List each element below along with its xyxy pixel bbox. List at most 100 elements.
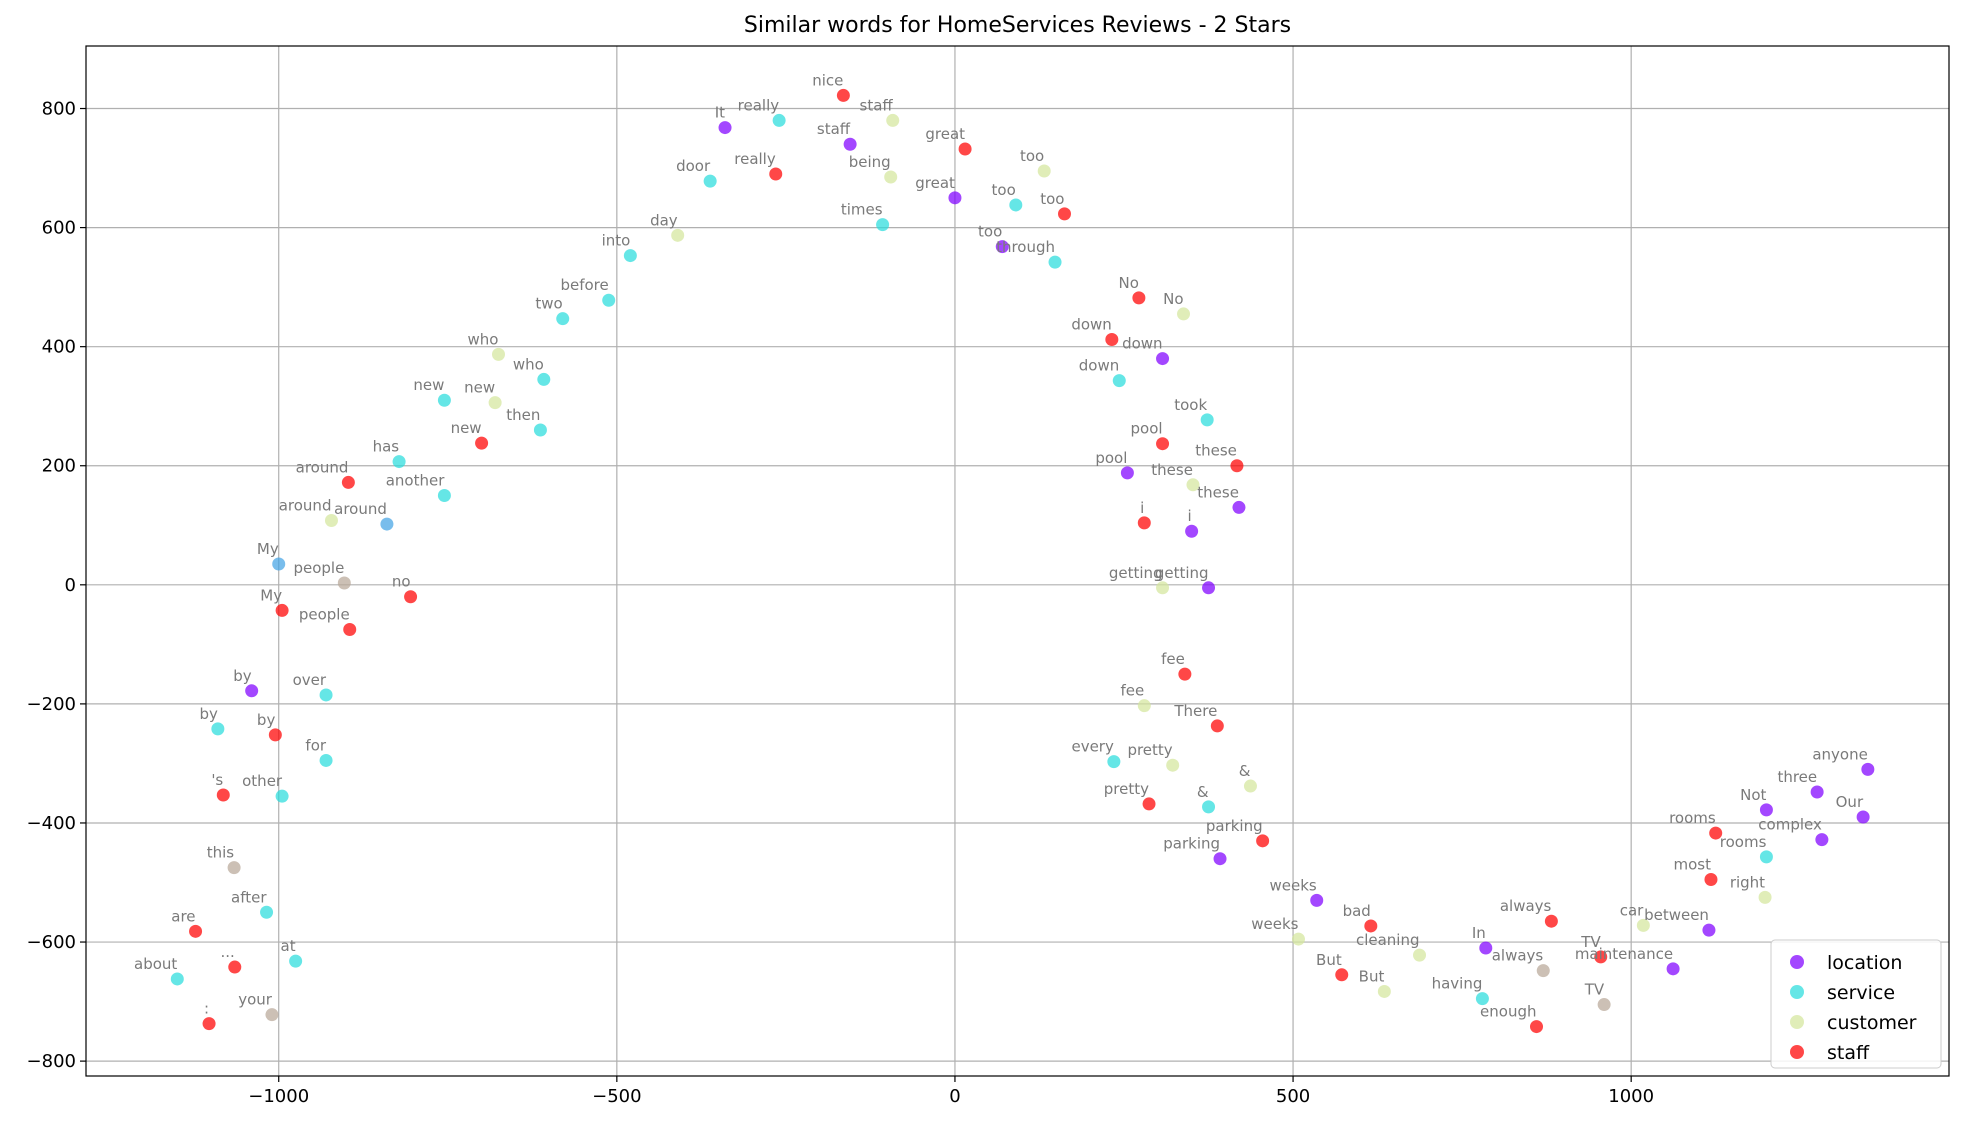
service-point bbox=[170, 972, 184, 986]
staff-point-label: : bbox=[204, 1000, 209, 1018]
customer-point bbox=[1291, 932, 1305, 946]
service-point-label: door bbox=[676, 157, 711, 175]
location-point-label: complex bbox=[1758, 816, 1822, 834]
staff-point bbox=[1156, 437, 1170, 451]
overlap-point bbox=[227, 861, 241, 875]
service-point-label: over bbox=[293, 671, 327, 689]
service-point-label: into bbox=[602, 232, 631, 250]
location-point-label: maintenance bbox=[1575, 945, 1673, 963]
customer-point bbox=[1758, 890, 1772, 904]
customer-point bbox=[1243, 779, 1257, 793]
location-point-label: In bbox=[1472, 924, 1486, 942]
legend: location service customer staff bbox=[1770, 939, 1942, 1069]
location-point-label: anyone bbox=[1812, 745, 1868, 763]
service-point-label: before bbox=[560, 276, 608, 294]
location-point-label: getting bbox=[1155, 564, 1209, 582]
location-point bbox=[1120, 466, 1134, 480]
staff-point bbox=[1530, 1020, 1544, 1034]
overlap-point-label: this bbox=[207, 844, 235, 862]
location-point bbox=[1156, 352, 1170, 366]
staff-point-label: down bbox=[1071, 316, 1111, 334]
y-tick-label: 800 bbox=[42, 99, 76, 120]
overlap-point-label: around bbox=[334, 500, 387, 518]
customer-point bbox=[1177, 307, 1191, 321]
y-tick-label: −600 bbox=[27, 932, 76, 953]
location-point-label: weeks bbox=[1269, 876, 1316, 894]
location-point-label: great bbox=[915, 174, 955, 192]
location-point bbox=[718, 121, 732, 135]
x-tick-label: −500 bbox=[592, 1086, 641, 1107]
location-point bbox=[1815, 833, 1829, 847]
location-point-label: Our bbox=[1836, 793, 1864, 811]
data-points bbox=[170, 88, 1875, 1034]
staff-point-label: are bbox=[171, 907, 195, 925]
legend-marker-staff bbox=[1790, 1045, 1804, 1059]
location-point-label: three bbox=[1777, 768, 1817, 786]
staff-point-label: always bbox=[1500, 897, 1552, 915]
staff-point bbox=[404, 590, 418, 604]
location-point-label: by bbox=[233, 667, 252, 685]
overlap-point bbox=[380, 517, 394, 531]
service-point-label: at bbox=[281, 937, 296, 955]
service-point bbox=[392, 455, 406, 469]
staff-point bbox=[1704, 873, 1718, 887]
service-point bbox=[876, 218, 890, 232]
customer-point bbox=[1137, 699, 1151, 713]
staff-point bbox=[1709, 826, 1723, 840]
y-tick-label: 600 bbox=[42, 218, 76, 239]
staff-point bbox=[1544, 914, 1558, 928]
legend-label-staff: staff bbox=[1827, 1042, 1870, 1064]
staff-point-label: i bbox=[1140, 499, 1144, 517]
staff-point-label: fee bbox=[1161, 650, 1185, 668]
location-point bbox=[1666, 962, 1680, 976]
customer-point bbox=[1377, 984, 1391, 998]
location-point bbox=[1759, 803, 1773, 817]
staff-point bbox=[836, 88, 850, 102]
location-point-label: parking bbox=[1163, 835, 1220, 853]
staff-point bbox=[343, 622, 357, 636]
service-point-label: new bbox=[413, 376, 444, 394]
overlap-point bbox=[1536, 964, 1550, 978]
service-point bbox=[1475, 992, 1489, 1006]
overlap-point bbox=[1597, 998, 1611, 1012]
y-tick-label: −800 bbox=[27, 1051, 76, 1072]
location-point bbox=[1702, 923, 1716, 937]
customer-point bbox=[491, 347, 505, 361]
customer-point bbox=[324, 514, 338, 528]
customer-point-label: around bbox=[279, 497, 332, 515]
service-point bbox=[289, 954, 303, 968]
plot-frame bbox=[85, 45, 1950, 1077]
location-point bbox=[843, 137, 857, 151]
staff-point bbox=[1230, 459, 1244, 473]
customer-point-label: pretty bbox=[1127, 741, 1172, 759]
overlap-point-label: your bbox=[238, 991, 273, 1009]
service-point bbox=[602, 293, 616, 307]
staff-point bbox=[228, 960, 242, 974]
location-point-label: down bbox=[1122, 335, 1162, 353]
service-point-label: through bbox=[996, 238, 1055, 256]
service-point-label: about bbox=[134, 955, 177, 973]
service-point bbox=[319, 753, 333, 767]
staff-point bbox=[1132, 291, 1146, 305]
service-point bbox=[260, 905, 274, 919]
service-point-label: took bbox=[1174, 396, 1207, 414]
service-point bbox=[1200, 413, 1214, 427]
location-point-label: too bbox=[978, 223, 1002, 241]
staff-point-label: by bbox=[257, 711, 276, 729]
staff-point-label: great bbox=[925, 125, 965, 143]
location-point bbox=[1856, 810, 1870, 824]
service-point bbox=[437, 489, 451, 503]
x-tick-label: 500 bbox=[1276, 1086, 1310, 1107]
staff-point bbox=[1178, 667, 1192, 681]
legend-box bbox=[1770, 939, 1942, 1069]
location-point bbox=[1202, 581, 1216, 595]
legend-marker-customer bbox=[1790, 1015, 1804, 1029]
staff-point bbox=[189, 924, 203, 938]
customer-point-label: & bbox=[1239, 762, 1251, 780]
customer-point bbox=[1166, 758, 1180, 772]
customer-point bbox=[1186, 478, 1200, 492]
customer-point bbox=[1636, 918, 1650, 932]
customer-point bbox=[1037, 164, 1051, 178]
customer-point-label: new bbox=[464, 379, 495, 397]
